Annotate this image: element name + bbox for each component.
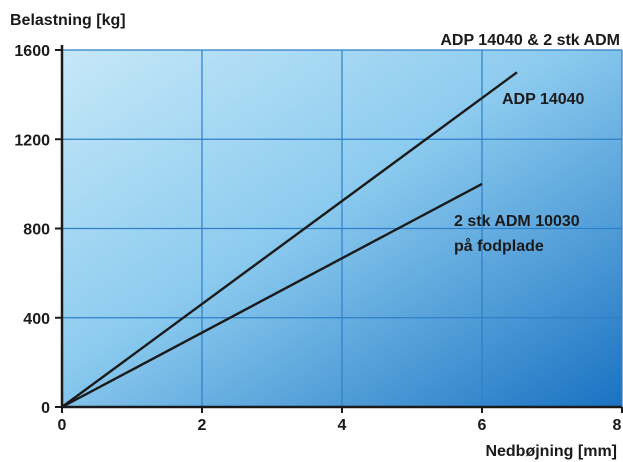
y-axis-label: Belastning [kg]	[10, 12, 126, 29]
y-tick-label: 1200	[14, 132, 50, 149]
x-tick-label: 2	[198, 417, 207, 434]
axes	[55, 45, 623, 413]
y-tick-label: 800	[23, 222, 50, 239]
series-line-adp-14040	[61, 71, 518, 408]
tick-labels: 0 2 4 6 8 0 400 800 1200 1600	[14, 43, 621, 434]
y-tick-label: 1600	[14, 43, 50, 60]
x-tick-label: 0	[58, 417, 67, 434]
series-label-adm-line2: på fodplade	[454, 237, 544, 255]
x-tick-label: 6	[478, 417, 487, 434]
series-line-adm-10030	[61, 182, 483, 409]
grid	[62, 49, 623, 407]
series-label-adp: ADP 14040	[502, 91, 585, 108]
x-tick-label: 8	[613, 417, 622, 434]
series-label-adm: 2 stk ADM 10030	[454, 213, 580, 230]
chart-title: ADP 14040 & 2 stk ADM	[440, 32, 620, 49]
y-tick-label: 400	[23, 311, 50, 328]
x-axis-label: Nedbøjning [mm]	[485, 443, 617, 460]
series-lines	[61, 71, 518, 409]
y-tick-label: 0	[41, 400, 50, 417]
x-tick-label: 4	[338, 417, 347, 434]
